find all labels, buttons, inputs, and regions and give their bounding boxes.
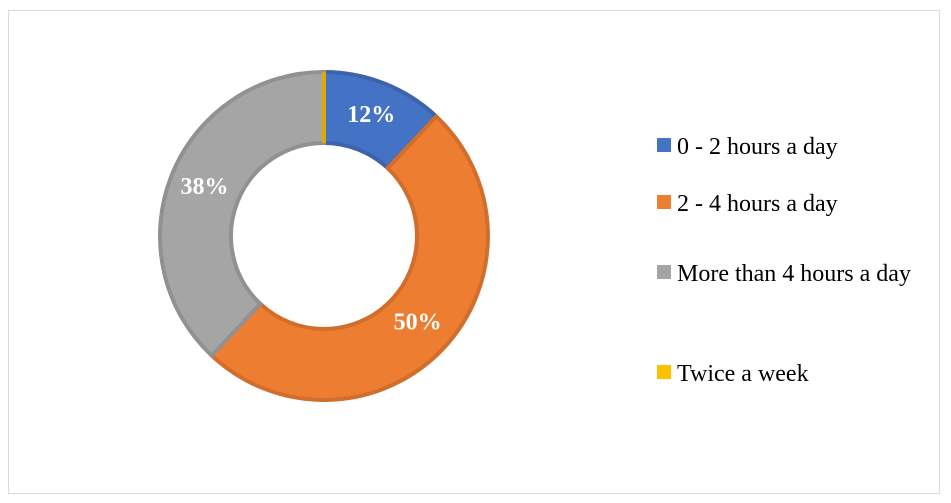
data-label: 38%: [181, 174, 229, 200]
donut-segment: [208, 113, 490, 402]
legend-swatch: [657, 265, 671, 279]
chart-frame: [8, 10, 940, 494]
legend-item: 0 - 2 hours a day: [657, 130, 929, 164]
legend-swatch: [657, 195, 671, 209]
legend-item: Twice a week: [657, 357, 929, 391]
donut-segment: [158, 69, 326, 359]
legend-label: More than 4 hours a day: [677, 261, 911, 287]
legend-swatch: [657, 365, 671, 379]
legend-item: 2 - 4 hours a day: [657, 187, 929, 221]
legend-item: More than 4 hours a day: [657, 257, 929, 291]
legend-label: 2 - 4 hours a day: [677, 191, 838, 217]
data-label: 12%: [347, 102, 395, 128]
data-label: 50%: [394, 309, 442, 335]
legend-label: 0 - 2 hours a day: [677, 134, 838, 160]
legend-label: Twice a week: [677, 361, 809, 387]
legend-swatch: [657, 138, 671, 152]
